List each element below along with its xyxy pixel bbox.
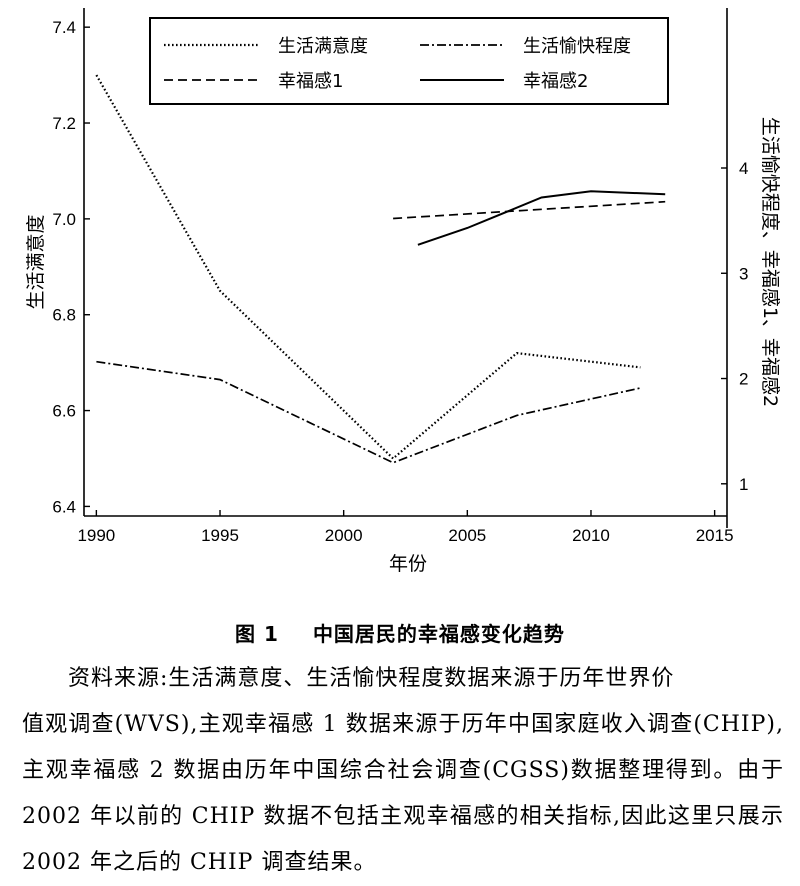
x-tick-label: 2015 bbox=[696, 526, 734, 545]
chart-series bbox=[95, 74, 666, 464]
series-line-1 bbox=[95, 74, 641, 460]
x-tick-label: 2005 bbox=[448, 526, 486, 545]
source-note-body: 值观调查(WVS),主观幸福感 1 数据来源于历年中国家庭收入调查(CHIP),… bbox=[22, 712, 784, 875]
x-axis-title: 年份 bbox=[389, 553, 427, 575]
right-y-tick-label: 1 bbox=[739, 475, 748, 494]
left-y-tick-label: 6.4 bbox=[52, 497, 76, 516]
right-y-axis-title: 生活愉快程度、幸福感1、幸福感2 bbox=[759, 117, 781, 407]
left-y-tick-label: 7.2 bbox=[52, 114, 76, 133]
left-y-tick-label: 6.6 bbox=[52, 402, 76, 421]
right-y-tick-label: 4 bbox=[739, 159, 748, 178]
x-tick-label: 1990 bbox=[77, 526, 115, 545]
series-line-4 bbox=[417, 190, 666, 246]
left-y-axis-title: 生活满意度 bbox=[25, 214, 47, 309]
series-line-3 bbox=[393, 200, 666, 220]
figure-number: 图 1 bbox=[235, 622, 279, 646]
x-tick-label: 2010 bbox=[572, 526, 610, 545]
right-y-tick-label: 2 bbox=[739, 370, 748, 389]
legend-label-3: 幸福感1 bbox=[278, 71, 343, 92]
right-y-tick-label: 3 bbox=[739, 264, 748, 283]
series-line-2 bbox=[96, 360, 641, 464]
left-y-tick-label: 7.4 bbox=[52, 18, 76, 37]
figure-caption: 图 1 中国居民的幸福感变化趋势 bbox=[0, 618, 800, 647]
legend-label-2: 生活愉快程度 bbox=[523, 36, 631, 57]
left-y-tick-label: 7.0 bbox=[52, 210, 76, 229]
source-note-first-line: 资料来源:生活满意度、生活愉快程度数据来源于历年世界价 bbox=[68, 666, 675, 691]
legend-label-1: 生活满意度 bbox=[278, 36, 368, 57]
x-tick-label: 2000 bbox=[325, 526, 363, 545]
x-tick-label: 1995 bbox=[201, 526, 239, 545]
chart-axes: 1990 1995 2000 2005 2010 2015 6.4 6.6 6.8 7.0 7.2 7… bbox=[52, 8, 748, 545]
legend-box bbox=[149, 17, 669, 105]
line-chart: 1990 1995 2000 2005 2010 2015 6.4 6.6 6.8 7.0 7.2 7… bbox=[25, 8, 781, 575]
left-y-tick-label: 6.8 bbox=[52, 306, 76, 325]
legend-label-4: 幸福感2 bbox=[523, 71, 588, 92]
source-note: 资料来源:生活满意度、生活愉快程度数据来源于历年世界价 值观调查(WVS),主观… bbox=[22, 656, 784, 886]
figure-title: 中国居民的幸福感变化趋势 bbox=[312, 622, 565, 646]
